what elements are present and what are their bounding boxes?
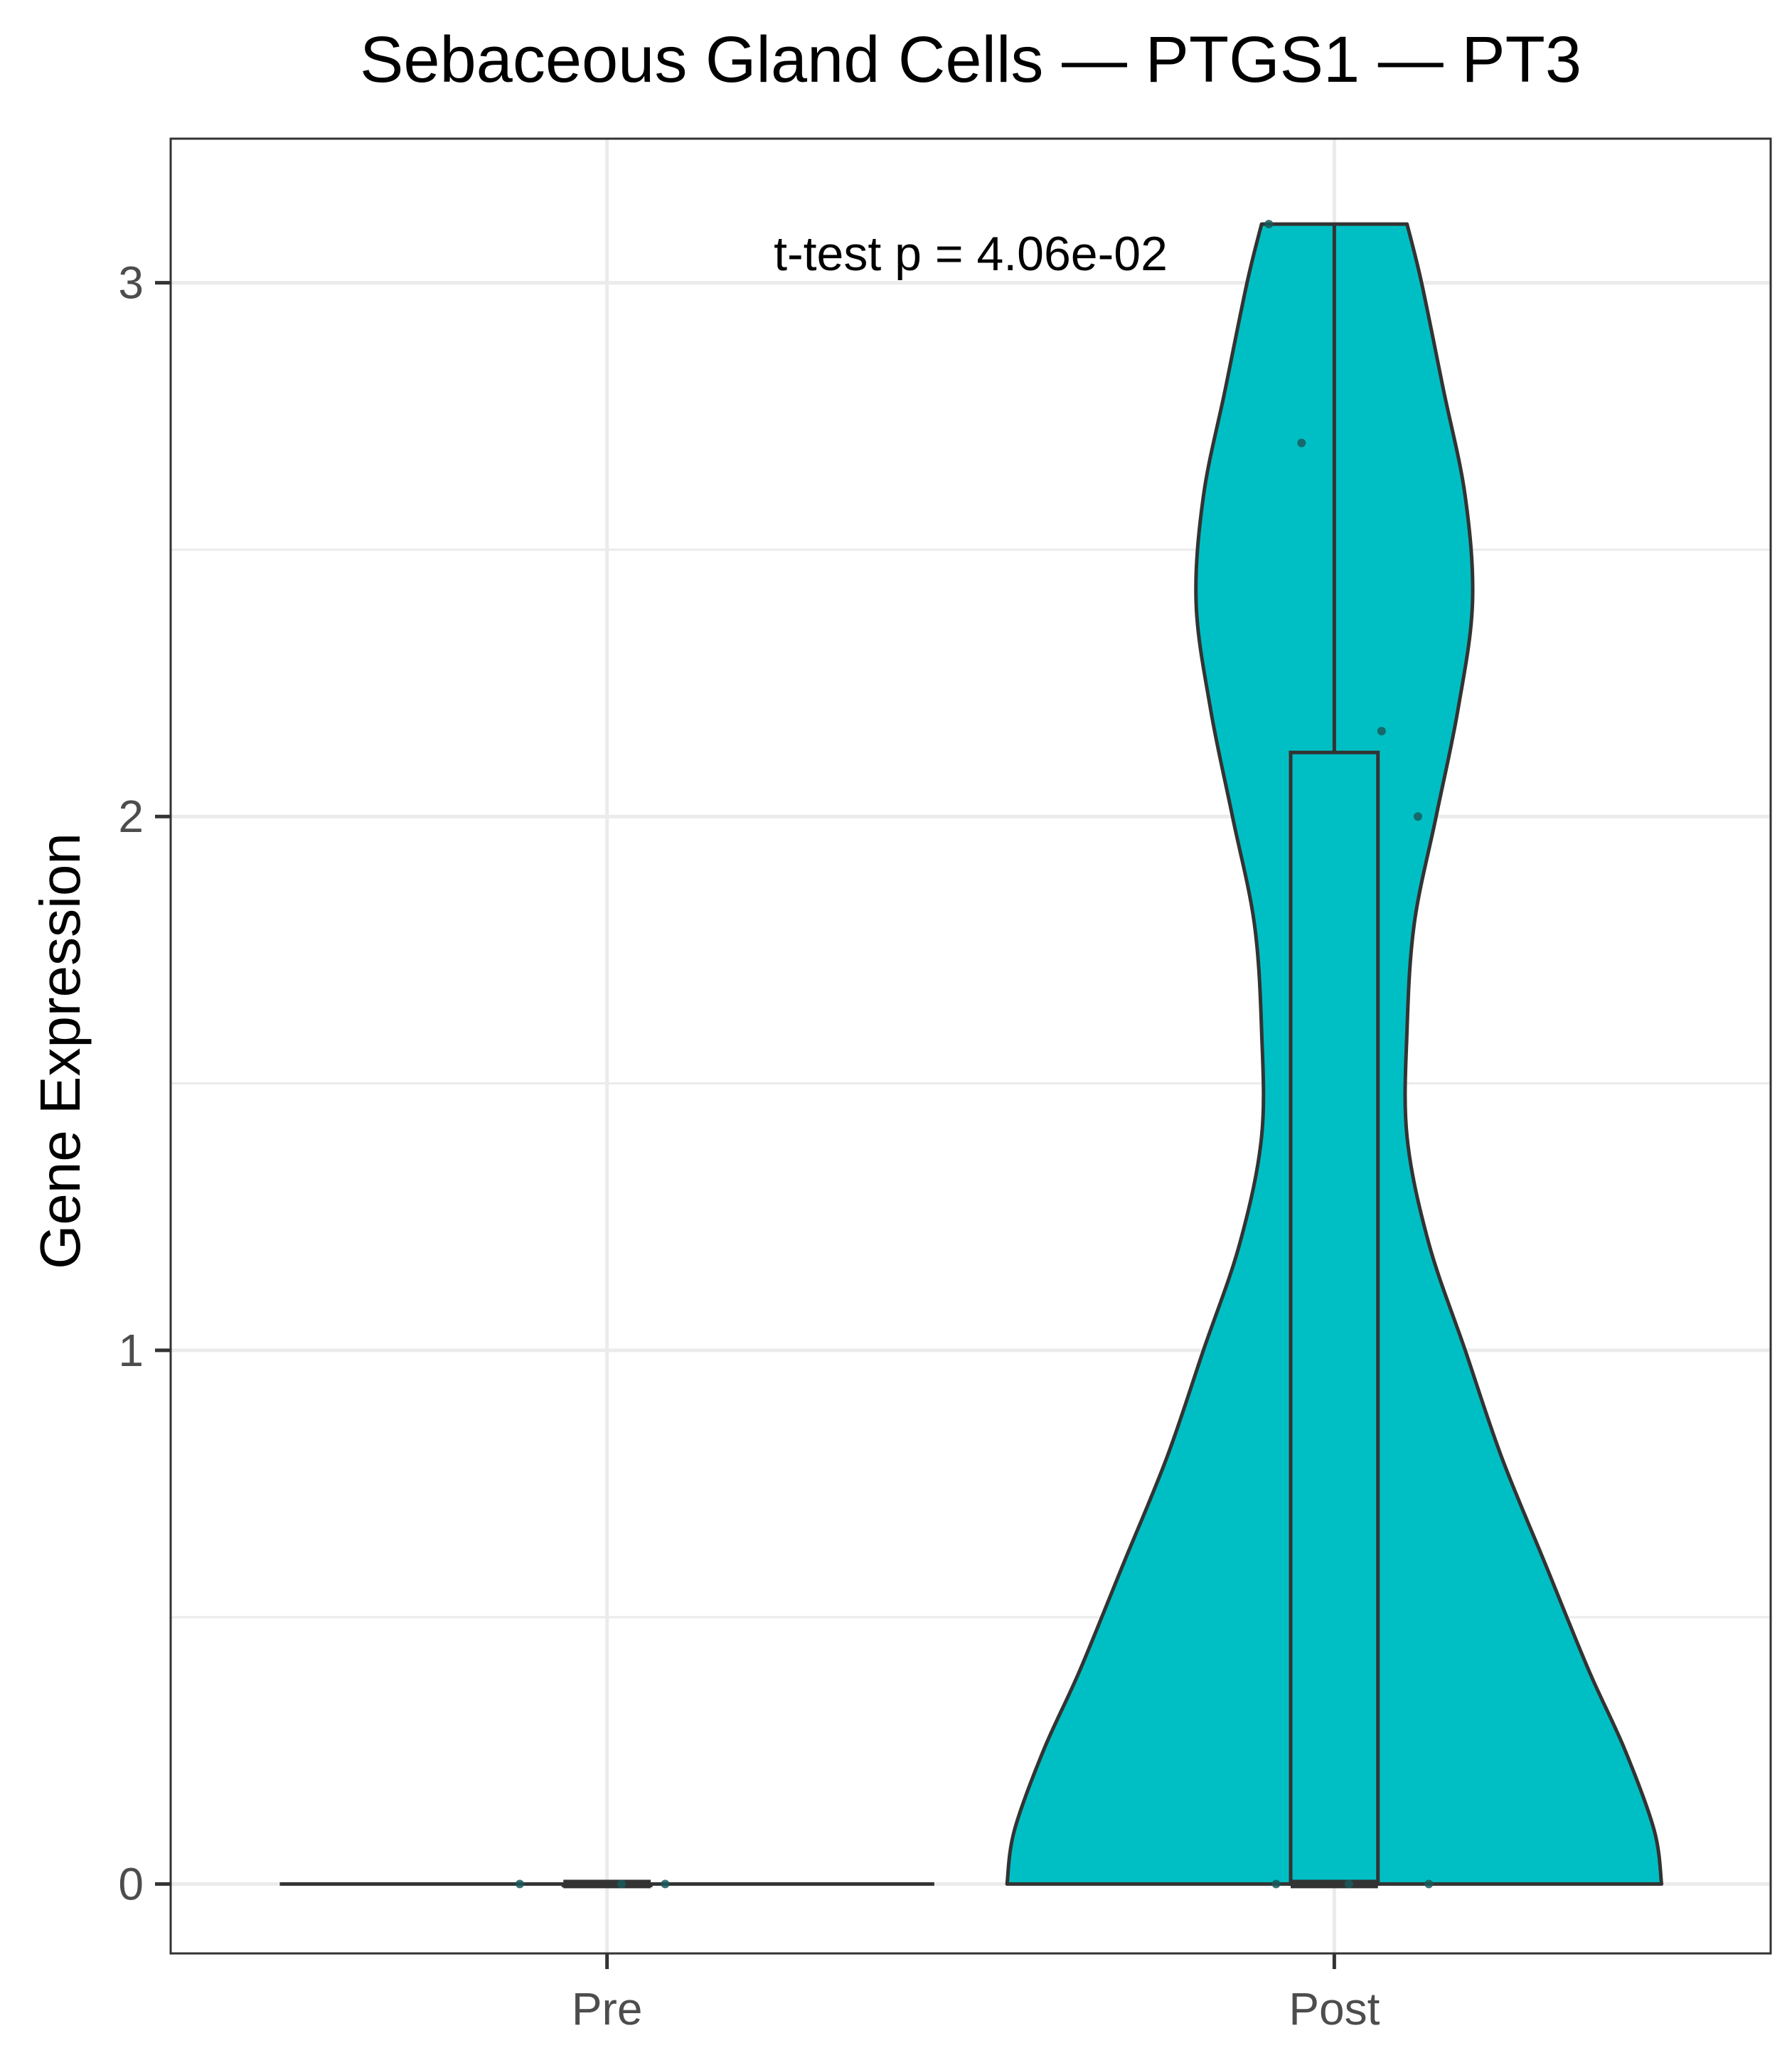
y-tick-label: 1 xyxy=(118,1325,144,1376)
y-axis: 0 1 2 3 xyxy=(118,257,171,1909)
data-points xyxy=(515,220,1434,1889)
data-point xyxy=(617,1879,626,1889)
data-point xyxy=(1377,727,1386,736)
data-point xyxy=(1413,812,1422,821)
chart-title: Sebaceous Gland Cells — PTGS1 — PT3 xyxy=(360,23,1582,96)
data-point xyxy=(1271,1879,1281,1889)
y-tick-label: 3 xyxy=(118,257,144,309)
y-tick-label: 2 xyxy=(118,791,144,842)
x-tick-label-pre: Pre xyxy=(572,1983,643,2034)
t-test-annotation: t-test p = 4.06e-02 xyxy=(774,227,1168,281)
y-axis-label: Gene Expression xyxy=(28,833,92,1269)
data-point xyxy=(1264,220,1274,229)
boxplots xyxy=(561,224,1380,1889)
data-point xyxy=(1424,1879,1434,1889)
y-tick-label: 0 xyxy=(118,1858,144,1909)
data-point xyxy=(661,1879,670,1889)
x-tick-label-post: Post xyxy=(1289,1983,1380,2034)
plot-panel-border xyxy=(169,137,1772,1955)
data-point xyxy=(515,1879,524,1889)
data-point xyxy=(1344,1879,1353,1889)
x-axis: Pre Post xyxy=(572,1953,1380,2034)
data-point xyxy=(1297,438,1306,447)
violin-post xyxy=(1005,222,1664,1886)
